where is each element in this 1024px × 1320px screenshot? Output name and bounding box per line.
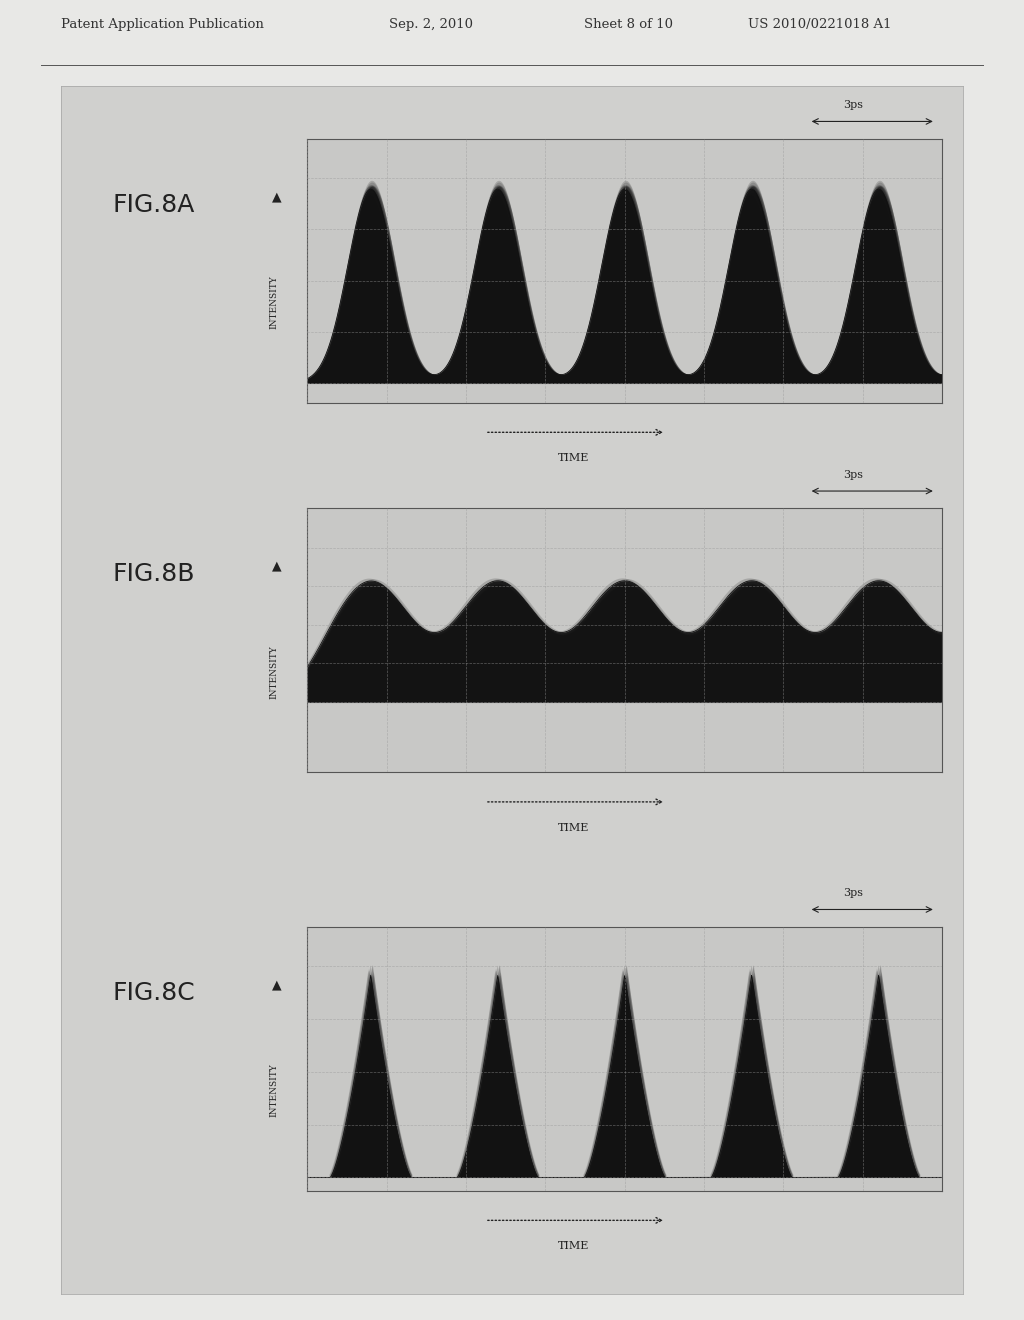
Text: ▲: ▲ — [271, 978, 282, 991]
Text: TIME: TIME — [558, 453, 590, 463]
Text: Sheet 8 of 10: Sheet 8 of 10 — [584, 17, 673, 30]
Text: FIG.8C: FIG.8C — [113, 981, 196, 1005]
Text: Patent Application Publication: Patent Application Publication — [61, 17, 264, 30]
Text: 3ps: 3ps — [843, 470, 863, 479]
Text: 3ps: 3ps — [843, 888, 863, 898]
Text: 3ps: 3ps — [843, 100, 863, 110]
Text: ▲: ▲ — [271, 560, 282, 573]
Text: ▲: ▲ — [271, 190, 282, 203]
Text: TIME: TIME — [558, 822, 590, 833]
Text: INTENSITY: INTENSITY — [270, 276, 279, 329]
Text: Sep. 2, 2010: Sep. 2, 2010 — [389, 17, 473, 30]
Text: INTENSITY: INTENSITY — [270, 645, 279, 698]
Text: INTENSITY: INTENSITY — [270, 1064, 279, 1117]
Text: FIG.8A: FIG.8A — [113, 193, 195, 216]
Text: TIME: TIME — [558, 1241, 590, 1251]
Text: US 2010/0221018 A1: US 2010/0221018 A1 — [748, 17, 891, 30]
Text: FIG.8B: FIG.8B — [113, 562, 196, 586]
